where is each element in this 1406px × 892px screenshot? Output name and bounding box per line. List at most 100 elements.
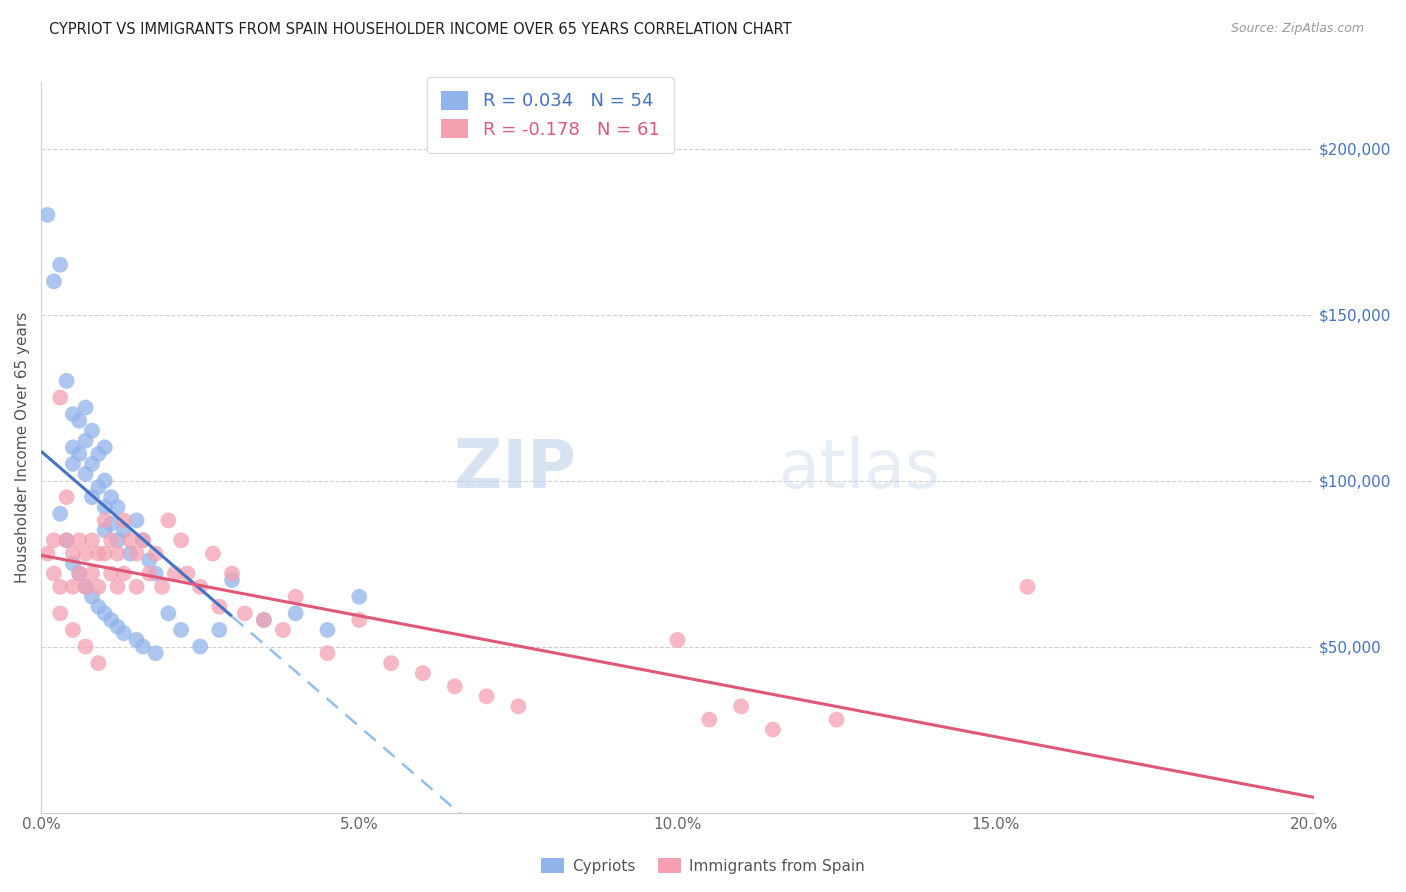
Point (284, 590, 307, 604)
Point (62, 580, 84, 594)
Point (380, 656, 402, 670)
Point (87, 599, 110, 614)
Point (75, 401, 97, 415)
Point (138, 566, 160, 581)
Point (730, 699, 752, 714)
Point (349, 613, 371, 627)
Point (208, 623, 231, 637)
Point (42, 533, 65, 548)
Point (62, 441, 84, 455)
Point (271, 623, 294, 637)
Y-axis label: Householder Income Over 65 years: Householder Income Over 65 years (15, 311, 30, 583)
Point (62, 547, 84, 561)
Point (93, 441, 115, 455)
Point (145, 547, 167, 561)
Point (93, 474, 115, 488)
Text: Source: ZipAtlas.com: Source: ZipAtlas.com (1230, 22, 1364, 36)
Point (170, 623, 193, 637)
Point (67, 533, 90, 548)
Point (42, 566, 65, 581)
Point (67, 447, 90, 461)
Point (62, 623, 84, 637)
Point (107, 580, 129, 594)
Point (107, 533, 129, 548)
Point (349, 590, 371, 604)
Point (132, 640, 155, 654)
Point (75, 580, 97, 594)
Point (80, 490, 103, 504)
Point (75, 467, 97, 481)
Point (100, 613, 122, 627)
Point (233, 607, 256, 621)
Point (49, 391, 72, 405)
Point (157, 607, 180, 621)
Point (145, 566, 167, 581)
Point (132, 533, 155, 548)
Point (80, 566, 103, 581)
Point (1017, 580, 1039, 594)
Point (100, 490, 122, 504)
Legend: Cypriots, Immigrants from Spain: Cypriots, Immigrants from Spain (536, 852, 870, 880)
Point (112, 513, 135, 527)
Point (170, 533, 193, 548)
Text: CYPRIOT VS IMMIGRANTS FROM SPAIN HOUSEHOLDER INCOME OVER 65 YEARS CORRELATION CH: CYPRIOT VS IMMIGRANTS FROM SPAIN HOUSEHO… (49, 22, 792, 37)
Point (163, 566, 186, 581)
Point (132, 533, 155, 548)
Point (55, 374, 77, 388)
Point (150, 580, 173, 594)
Text: ZIP: ZIP (454, 436, 575, 502)
Point (100, 533, 122, 548)
Point (762, 723, 785, 737)
Point (75, 434, 97, 448)
Point (93, 607, 115, 621)
Text: atlas: atlas (779, 436, 941, 502)
Point (49, 580, 72, 594)
Point (201, 547, 224, 561)
Point (80, 590, 103, 604)
Point (100, 516, 122, 531)
Point (67, 414, 90, 428)
Point (93, 547, 115, 561)
Point (93, 513, 115, 527)
Point (87, 580, 110, 594)
Point (49, 607, 72, 621)
Point (49, 258, 72, 272)
Point (62, 457, 84, 471)
Point (120, 533, 142, 548)
Point (75, 547, 97, 561)
Point (284, 607, 307, 621)
Point (87, 480, 110, 494)
Point (145, 646, 167, 660)
Point (112, 566, 135, 581)
Point (55, 533, 77, 548)
Point (80, 424, 103, 438)
Point (666, 632, 689, 647)
Point (221, 566, 243, 581)
Point (443, 679, 465, 693)
Point (49, 507, 72, 521)
Point (107, 547, 129, 561)
Point (112, 524, 135, 538)
Point (80, 457, 103, 471)
Point (42, 274, 65, 288)
Point (62, 557, 84, 571)
Point (188, 640, 211, 654)
Point (107, 500, 129, 515)
Point (208, 599, 231, 614)
Point (138, 553, 160, 567)
Point (112, 626, 135, 640)
Point (93, 500, 115, 515)
Point (55, 490, 77, 504)
Point (125, 580, 148, 594)
Point (87, 656, 110, 670)
Point (67, 566, 90, 581)
Point (75, 640, 97, 654)
Point (253, 613, 276, 627)
Point (120, 547, 142, 561)
Point (188, 580, 211, 594)
Point (75, 580, 97, 594)
Point (55, 533, 77, 548)
Point (221, 573, 243, 587)
Point (253, 613, 276, 627)
Point (100, 566, 122, 581)
